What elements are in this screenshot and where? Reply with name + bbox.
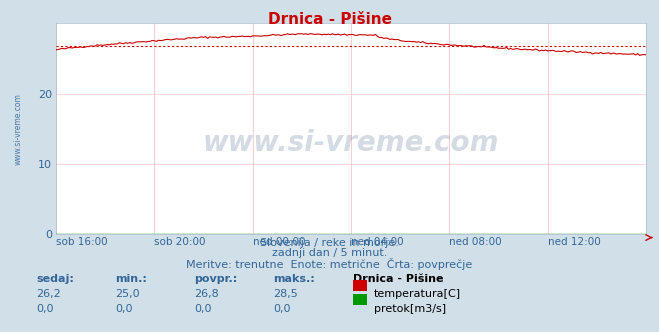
Text: Meritve: trenutne  Enote: metrične  Črta: povprečje: Meritve: trenutne Enote: metrične Črta: … <box>186 258 473 270</box>
Text: 0,0: 0,0 <box>194 304 212 314</box>
Text: min.:: min.: <box>115 274 147 284</box>
Text: sedaj:: sedaj: <box>36 274 74 284</box>
Text: 0,0: 0,0 <box>36 304 54 314</box>
Text: povpr.:: povpr.: <box>194 274 238 284</box>
Text: 28,5: 28,5 <box>273 289 299 299</box>
Text: zadnji dan / 5 minut.: zadnji dan / 5 minut. <box>272 248 387 258</box>
Text: Slovenija / reke in morje.: Slovenija / reke in morje. <box>260 238 399 248</box>
Text: 26,8: 26,8 <box>194 289 219 299</box>
Text: temperatura[C]: temperatura[C] <box>374 289 461 299</box>
Text: 0,0: 0,0 <box>115 304 133 314</box>
Text: www.si-vreme.com: www.si-vreme.com <box>13 93 22 165</box>
Text: 0,0: 0,0 <box>273 304 291 314</box>
Text: 25,0: 25,0 <box>115 289 140 299</box>
Text: 26,2: 26,2 <box>36 289 61 299</box>
Text: pretok[m3/s]: pretok[m3/s] <box>374 304 445 314</box>
Text: Drnica - Pišine: Drnica - Pišine <box>353 274 443 284</box>
Text: Drnica - Pišine: Drnica - Pišine <box>268 12 391 27</box>
Text: www.si-vreme.com: www.si-vreme.com <box>203 129 499 157</box>
Text: maks.:: maks.: <box>273 274 315 284</box>
